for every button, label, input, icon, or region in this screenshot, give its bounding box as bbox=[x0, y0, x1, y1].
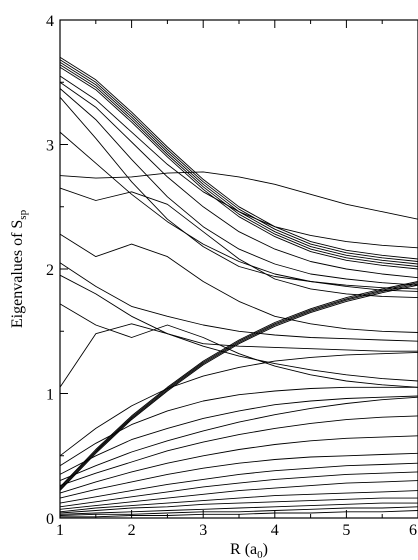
y-tick-label-1: 1 bbox=[46, 387, 54, 404]
series-line-6 bbox=[59, 75, 418, 249]
series-line-32 bbox=[59, 490, 418, 513]
y-tick-label-0: 0 bbox=[46, 511, 54, 528]
y-tick-label-2: 2 bbox=[46, 262, 54, 279]
series-line-28 bbox=[59, 452, 418, 499]
series-line-15 bbox=[59, 274, 418, 382]
series-line-30 bbox=[59, 471, 418, 508]
x-tick-label-4: 4 bbox=[271, 522, 279, 539]
series-line-22 bbox=[59, 351, 418, 457]
series-line-24 bbox=[59, 395, 418, 475]
series-line-27 bbox=[59, 435, 418, 494]
x-axis-label-sub: 0 bbox=[257, 549, 263, 560]
x-tick-label-3: 3 bbox=[199, 522, 207, 539]
series-line-7 bbox=[59, 81, 418, 279]
series-line-26 bbox=[59, 415, 418, 487]
x-tick-label-1: 1 bbox=[56, 522, 64, 539]
series-line-21 bbox=[59, 284, 418, 491]
series-line-1 bbox=[59, 56, 418, 260]
y-tick-label-3: 3 bbox=[46, 138, 54, 155]
y-axis-label-main: Eigenvalues of S bbox=[9, 220, 26, 328]
y-tick-label-4: 4 bbox=[46, 13, 54, 30]
series-line-35 bbox=[59, 506, 418, 516]
series-line-33 bbox=[59, 497, 418, 514]
series-line-31 bbox=[59, 480, 418, 510]
series-line-2 bbox=[59, 59, 418, 262]
plot-frame bbox=[59, 19, 418, 519]
x-tick-label-5: 5 bbox=[342, 522, 350, 539]
series-line-14 bbox=[59, 262, 418, 342]
series-line-29 bbox=[59, 462, 418, 504]
series-line-18 bbox=[59, 281, 418, 488]
ticks-layer bbox=[59, 19, 418, 519]
series-line-5 bbox=[59, 66, 418, 270]
x-tick-label-2: 2 bbox=[128, 522, 136, 539]
y-axis-label: Eigenvalues of Ssp bbox=[9, 209, 29, 328]
x-tick-label-6: 6 bbox=[409, 522, 417, 539]
series-line-4 bbox=[59, 64, 418, 267]
series-line-17 bbox=[59, 323, 418, 388]
series-line-13 bbox=[59, 233, 418, 333]
series-line-20 bbox=[59, 283, 418, 490]
series-line-25 bbox=[59, 396, 418, 482]
series-line-10 bbox=[59, 131, 418, 292]
x-axis-label: R (a0) bbox=[230, 541, 268, 560]
series-line-11 bbox=[59, 171, 418, 220]
series-layer bbox=[59, 56, 418, 518]
series-line-9 bbox=[59, 96, 418, 290]
series-line-19 bbox=[59, 282, 418, 489]
x-axis-label-end: ) bbox=[263, 541, 268, 558]
series-line-3 bbox=[59, 61, 418, 265]
y-axis-label-sub: sp bbox=[17, 209, 29, 219]
x-axis-label-main: R (a bbox=[230, 541, 257, 558]
series-line-16 bbox=[59, 303, 418, 388]
series-line-34 bbox=[59, 502, 418, 515]
series-line-8 bbox=[59, 88, 418, 286]
series-line-23 bbox=[59, 386, 418, 467]
